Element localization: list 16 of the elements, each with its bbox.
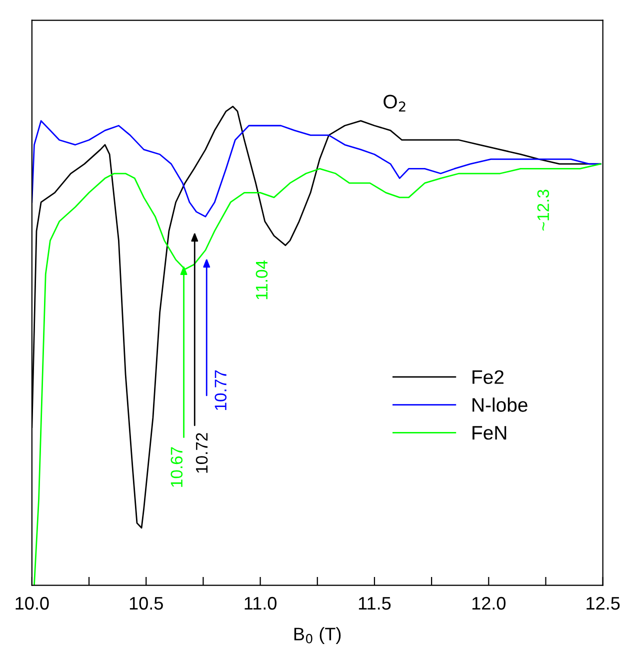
x-tick-label: 12.0: [472, 596, 506, 610]
x-axis-title: B$_{0}$ (T): [294, 627, 341, 644]
annotation: O$_{2}$: [384, 94, 406, 112]
annotation: ~12.3: [537, 190, 550, 230]
annotation: 11.04: [256, 260, 268, 300]
legend-label: FeN: [472, 426, 506, 440]
legend-label: N-lobe: [472, 398, 528, 412]
annotation: 10.67: [170, 447, 183, 487]
annotation: 10.72: [196, 433, 208, 473]
legend-label: Fe2: [472, 370, 504, 384]
x-tick-label: 10.5: [130, 596, 163, 610]
annotation: 10.77: [214, 370, 227, 410]
x-tick-label: 11.5: [358, 597, 391, 610]
x-tick-label: 12.5: [586, 596, 620, 610]
x-tick-label: 11.0: [244, 596, 276, 610]
x-tick-label: 10.0: [16, 596, 49, 610]
